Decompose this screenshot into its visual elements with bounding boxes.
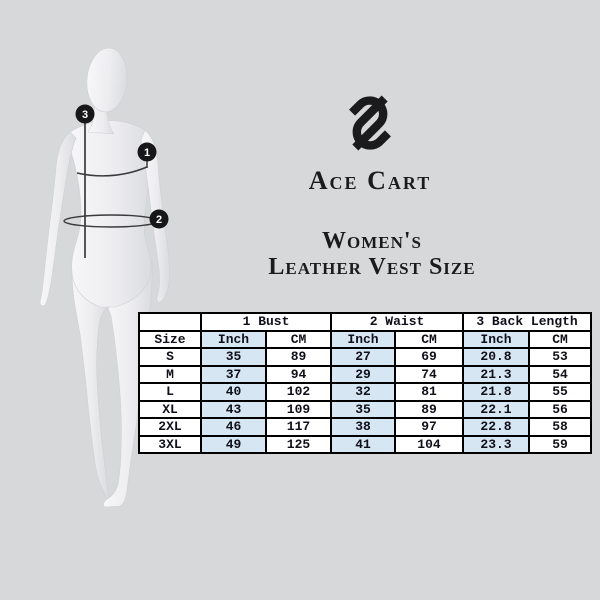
back-cm-cell: 53 [528,347,593,367]
waist-cm-cell: 89 [393,399,465,419]
group-header-row: 1 Bust 2 Waist 3 Back Length [138,312,593,332]
table-row-l: L 40 102 32 81 21.8 55 [138,382,593,402]
back-cm-cell: 56 [528,399,593,419]
bust-inch-cell: 43 [200,399,267,419]
back-inch-header: Inch [462,329,531,349]
size-table: 1 Bust 2 Waist 3 Back Length Size Inch C… [138,312,593,454]
bust-cm-cell: 117 [265,417,332,437]
bust-cm-cell: 94 [265,364,332,384]
waist-cm-header: CM [393,329,465,349]
back-inch-cell: 21.8 [462,382,531,402]
unit-header-row: Size Inch CM Inch CM Inch CM [138,329,593,349]
waist-cm-cell: 81 [393,382,465,402]
marker-1-bust: 1 [137,142,157,162]
svg-text:1: 1 [144,147,150,159]
bust-cm-cell: 89 [265,347,332,367]
size-header: Size [138,329,202,349]
back-cm-header: CM [528,329,593,349]
marker-3-back-length: 3 [75,104,95,124]
size-cell: L [138,382,202,402]
table-row-3xl: 3XL 49 125 41 104 23.3 59 [138,434,593,454]
waist-cm-cell: 74 [393,364,465,384]
table-row-s: S 35 89 27 69 20.8 53 [138,347,593,367]
waist-inch-cell: 32 [330,382,396,402]
group-bust: 1 Bust [200,312,332,332]
bust-cm-cell: 125 [265,434,332,454]
size-cell: 2XL [138,417,202,437]
bust-cm-header: CM [265,329,332,349]
table-row-xl: XL 43 109 35 89 22.1 56 [138,399,593,419]
back-cm-cell: 58 [528,417,593,437]
back-cm-cell: 59 [528,434,593,454]
back-inch-cell: 21.3 [462,364,531,384]
svg-text:2: 2 [156,214,162,226]
size-cell: XL [138,399,202,419]
size-cell: 3XL [138,434,202,454]
bust-inch-cell: 40 [200,382,267,402]
size-cell: S [138,347,202,367]
waist-inch-header: Inch [330,329,396,349]
back-inch-cell: 20.8 [462,347,531,367]
mannequin-figure: 3 1 2 [39,47,170,508]
table-row-m: M 37 94 29 74 21.3 54 [138,364,593,384]
page-title-line2: Leather Vest Size [268,254,476,280]
waist-inch-cell: 41 [330,434,396,454]
waist-cm-cell: 69 [393,347,465,367]
waist-inch-cell: 35 [330,399,396,419]
page-title: Women's Leather Vest Size [170,228,574,280]
bust-inch-header: Inch [200,329,267,349]
page-title-line1: Women's [321,228,422,254]
bust-inch-cell: 35 [200,347,267,367]
back-inch-cell: 22.1 [462,399,531,419]
size-cell: M [138,364,202,384]
group-back-length: 3 Back Length [462,312,593,332]
mannequin-head [86,47,128,113]
svg-text:3: 3 [82,109,88,121]
waist-inch-cell: 38 [330,417,396,437]
bust-inch-cell: 49 [200,434,267,454]
waist-inch-cell: 27 [330,347,396,367]
back-inch-cell: 22.8 [462,417,531,437]
mannequin-left-leg [71,263,109,500]
corner-cell [138,312,202,332]
table-row-2xl: 2XL 46 117 38 97 22.8 58 [138,417,593,437]
bust-inch-cell: 37 [200,364,267,384]
bust-inch-cell: 46 [200,417,267,437]
back-cm-cell: 54 [528,364,593,384]
back-inch-cell: 23.3 [462,434,531,454]
marker-2-waist: 2 [149,209,169,229]
mannequin-left-arm [39,131,77,307]
bust-cm-cell: 109 [265,399,332,419]
brand-name: Ace Cart [308,166,432,195]
bust-cm-cell: 102 [265,382,332,402]
group-waist: 2 Waist [329,312,465,332]
back-cm-cell: 55 [528,382,593,402]
bust-line [76,166,148,177]
waist-cm-cell: 104 [393,434,465,454]
waist-cm-cell: 97 [393,417,465,437]
ace-cart-knot-icon [349,95,391,151]
waist-inch-cell: 29 [330,364,396,384]
